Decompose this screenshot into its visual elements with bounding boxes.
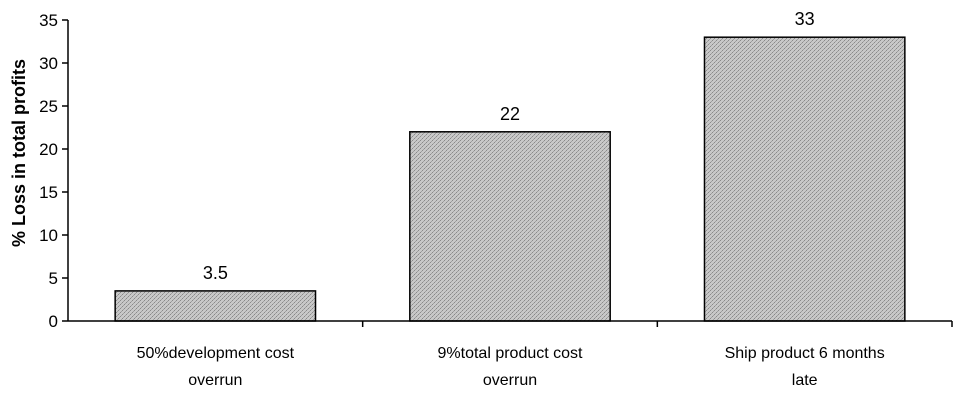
y-tick-label: 0 [49,312,58,331]
y-tick-label: 35 [39,11,58,30]
y-ticks-group: 0 5 10 15 20 25 30 35 [39,11,68,331]
y-tick-label: 25 [39,97,58,116]
bar-1 [114,290,317,322]
x-ticks-group [361,321,953,327]
bars-group [114,36,906,322]
y-tick-label: 30 [39,54,58,73]
category-label-1-line-1: 50%development cost [137,345,295,362]
category-label-1-line-2: overrun [188,372,242,389]
y-tick-label: 5 [49,269,58,288]
data-label-2: 22 [500,104,520,124]
data-label-1: 3.5 [203,263,228,283]
bar-2 [409,131,611,322]
y-tick-label: 20 [39,140,58,159]
category-label-3-line-1: Ship product 6 months [725,345,885,362]
category-label-3-line-2: late [792,372,818,389]
y-tick-label: 15 [39,183,58,202]
data-labels-group: 3.5 22 33 [203,9,815,283]
category-label-2-line-2: overrun [483,372,537,389]
y-tick-label: 10 [39,226,58,245]
data-label-3: 33 [795,9,815,29]
category-label-2-line-1: 9%total product cost [438,345,584,362]
category-labels-group: 50%development cost overrun 9%total produc… [137,345,885,389]
bar-3 [703,36,906,322]
y-axis-title: % Loss in total profits [9,59,29,247]
